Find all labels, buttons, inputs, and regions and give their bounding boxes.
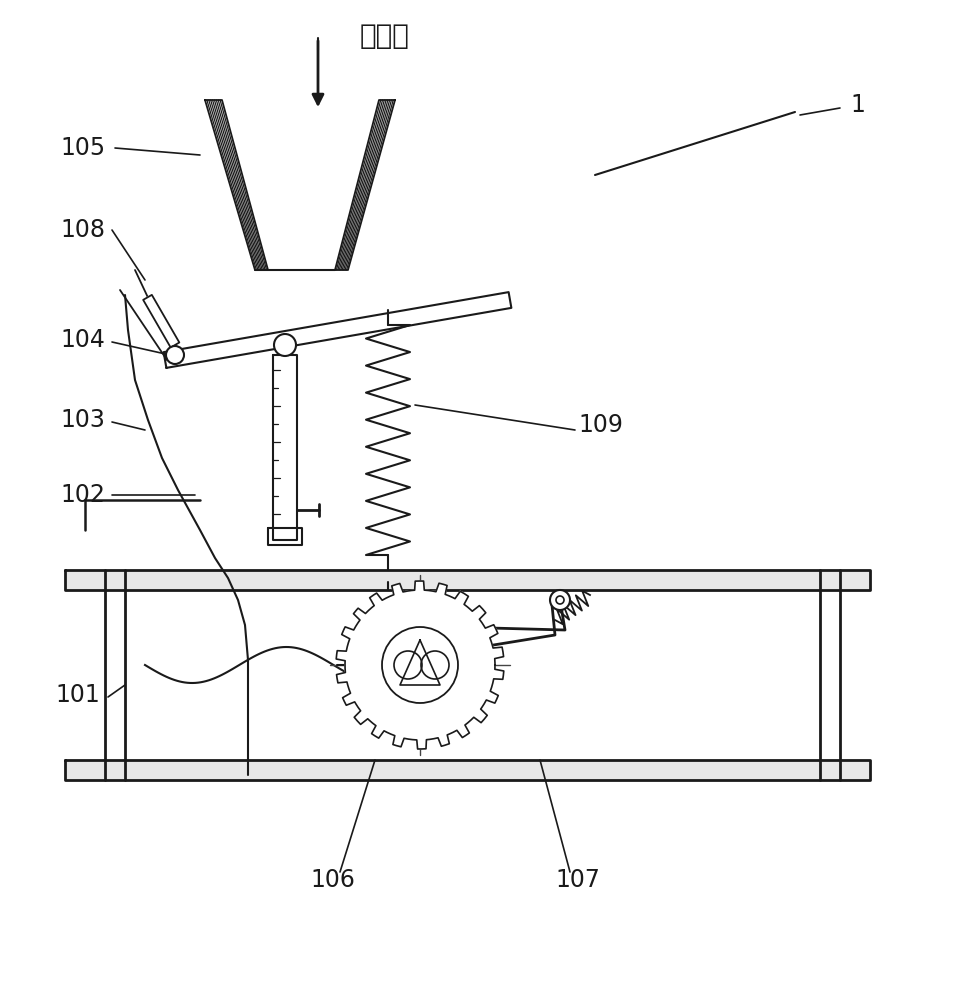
Polygon shape (143, 295, 179, 348)
Circle shape (166, 346, 184, 364)
Polygon shape (64, 570, 870, 590)
Polygon shape (205, 100, 268, 270)
Circle shape (549, 590, 570, 610)
Text: 107: 107 (554, 868, 599, 892)
Text: 109: 109 (577, 413, 622, 437)
Circle shape (274, 334, 296, 356)
Polygon shape (335, 100, 395, 270)
Text: 入料口: 入料口 (360, 22, 409, 50)
Text: 102: 102 (60, 483, 105, 507)
Text: 108: 108 (60, 218, 105, 242)
Text: 105: 105 (60, 136, 105, 160)
Text: 106: 106 (310, 868, 355, 892)
Polygon shape (273, 355, 297, 540)
Polygon shape (163, 292, 511, 368)
Polygon shape (336, 581, 503, 749)
Text: 103: 103 (60, 408, 105, 432)
Text: 101: 101 (55, 683, 100, 707)
Text: 1: 1 (849, 93, 864, 117)
Polygon shape (64, 760, 870, 780)
Polygon shape (268, 528, 302, 545)
Text: 104: 104 (60, 328, 105, 352)
